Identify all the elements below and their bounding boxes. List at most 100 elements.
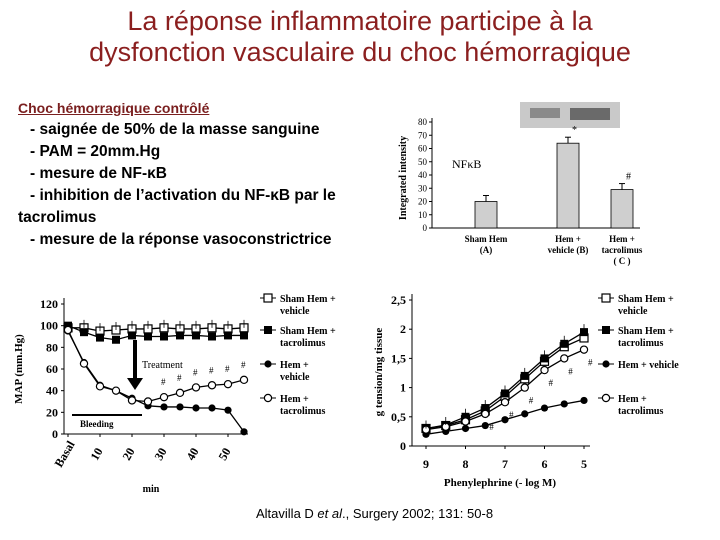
series-line xyxy=(425,337,585,430)
intro-item: - mesure de NF-κB xyxy=(30,165,167,182)
y-tick-label: 0 xyxy=(52,427,58,441)
x-tick-label: 20 xyxy=(119,445,137,462)
data-point xyxy=(127,396,137,405)
citation-etal: et al xyxy=(317,506,342,521)
category-label: (A) xyxy=(480,245,493,255)
category-label: tacrolimus xyxy=(602,245,643,255)
x-tick-label: 10 xyxy=(87,445,105,462)
data-point xyxy=(240,428,248,436)
data-point xyxy=(500,397,510,407)
series-line xyxy=(68,327,245,332)
data-point xyxy=(160,403,168,411)
data-point xyxy=(176,403,184,411)
data-point xyxy=(111,386,121,395)
data-point xyxy=(192,404,200,412)
y-tick-label: 1,5 xyxy=(391,351,406,365)
title-line-1: La réponse inflammatoire participe à la xyxy=(127,6,593,36)
x-tick-label: 40 xyxy=(183,445,201,462)
x-tick-label: 9 xyxy=(423,457,429,471)
data-point xyxy=(207,381,217,390)
series-line xyxy=(67,330,245,433)
nfkb-bar-chart: 0 10 20 30 40 50 60 70 80 Integrated intensity NFκ… xyxy=(398,102,643,266)
data-point xyxy=(540,365,549,375)
legend-marker xyxy=(602,326,610,334)
significance-mark: # xyxy=(193,367,198,377)
significance-mark: # xyxy=(549,378,554,388)
significance-mark: # xyxy=(177,373,182,383)
bar-annotation: # xyxy=(626,172,631,183)
data-point xyxy=(128,331,136,340)
bar xyxy=(474,201,498,229)
legend-marker xyxy=(601,293,611,303)
y-axis-label: Integrated intensity xyxy=(398,136,409,220)
data-point xyxy=(579,345,589,354)
y-tick-label: 0 xyxy=(423,223,428,233)
data-point xyxy=(520,383,529,392)
blot-band xyxy=(570,108,610,120)
intro-item: - inhibition de l’activation du NF-κB pa… xyxy=(30,187,336,204)
data-point xyxy=(481,421,489,430)
y-axis-label: g tension/mg tissue xyxy=(373,328,385,417)
data-point xyxy=(560,354,569,363)
legend-label: Hem + xyxy=(618,394,647,405)
category-label: Hem + xyxy=(609,234,635,244)
y-tick-label: 60 xyxy=(418,144,428,154)
data-point xyxy=(521,410,529,418)
legend-marker xyxy=(602,360,610,368)
legend-marker xyxy=(601,393,611,403)
significance-mark: # xyxy=(209,365,214,375)
intro-item: - mesure de la réponse vasoconstrictrice xyxy=(30,231,332,248)
legend-label: Hem + vehicle xyxy=(618,360,679,371)
intro-heading: Choc hémorragique contrôlé xyxy=(18,100,210,116)
y-tick-label: 20 xyxy=(46,405,58,419)
treatment-label: Treatment xyxy=(142,360,183,371)
legend-label: Sham Hem + xyxy=(618,326,674,337)
intro-item: tacrolimus xyxy=(18,209,97,226)
intro-text: Choc hémorragique contrôlé - saignée de … xyxy=(18,97,388,251)
legend-label: tacrolimus xyxy=(618,338,663,349)
blot-band xyxy=(530,108,560,118)
significance-mark: # xyxy=(225,364,230,374)
bar xyxy=(610,189,634,229)
data-point xyxy=(239,375,249,385)
data-point xyxy=(461,424,470,433)
legend-label: Hem + xyxy=(280,394,309,405)
x-tick-label: 50 xyxy=(215,445,233,462)
data-point xyxy=(208,404,216,412)
x-tick-label: 30 xyxy=(151,445,169,462)
y-tick-label: 20 xyxy=(418,197,428,207)
data-point xyxy=(560,400,568,408)
bar xyxy=(556,142,580,229)
x-tick-label: Basal xyxy=(51,438,77,470)
data-point xyxy=(224,406,232,414)
y-tick-label: 100 xyxy=(40,319,58,333)
category-label: Sham Hem xyxy=(465,234,508,244)
x-tick-label: 8 xyxy=(463,457,469,471)
y-tick-label: 40 xyxy=(46,384,58,398)
x-tick-label: 7 xyxy=(502,457,508,471)
intro-item: - PAM = 20mm.Hg xyxy=(30,143,161,160)
significance-mark: # xyxy=(509,410,514,420)
y-tick-label: 0,5 xyxy=(391,410,406,424)
citation: Altavilla D et al., Surgery 2002; 131: 5… xyxy=(256,506,493,521)
data-point xyxy=(240,331,248,340)
category-label: vehicle (B) xyxy=(548,245,589,255)
data-point xyxy=(224,331,232,340)
y-tick-label: 120 xyxy=(40,297,58,311)
x-tick-label: 6 xyxy=(542,457,548,471)
intro-item: - saignée de 50% de la masse sanguine xyxy=(30,121,320,138)
y-tick-label: 80 xyxy=(46,340,58,354)
significance-mark: # xyxy=(588,358,593,368)
y-tick-label: 40 xyxy=(418,170,428,180)
bleeding-label: Bleeding xyxy=(80,419,114,429)
data-point xyxy=(144,332,152,341)
data-point xyxy=(64,321,72,330)
x-tick-label: 5 xyxy=(581,457,587,471)
significance-mark: # xyxy=(161,377,166,387)
legend-label: Sham Hem + xyxy=(280,294,336,305)
legend-label: tacrolimus xyxy=(618,406,663,417)
citation-author: Altavilla D xyxy=(256,506,318,521)
data-point xyxy=(79,359,89,368)
y-tick-label: 80 xyxy=(418,117,428,127)
tension-line-chart: 0 0,5 1 1,5 2 2,5 g tension/mg tissue 9 8 7 6 5 Phen… xyxy=(373,293,679,489)
